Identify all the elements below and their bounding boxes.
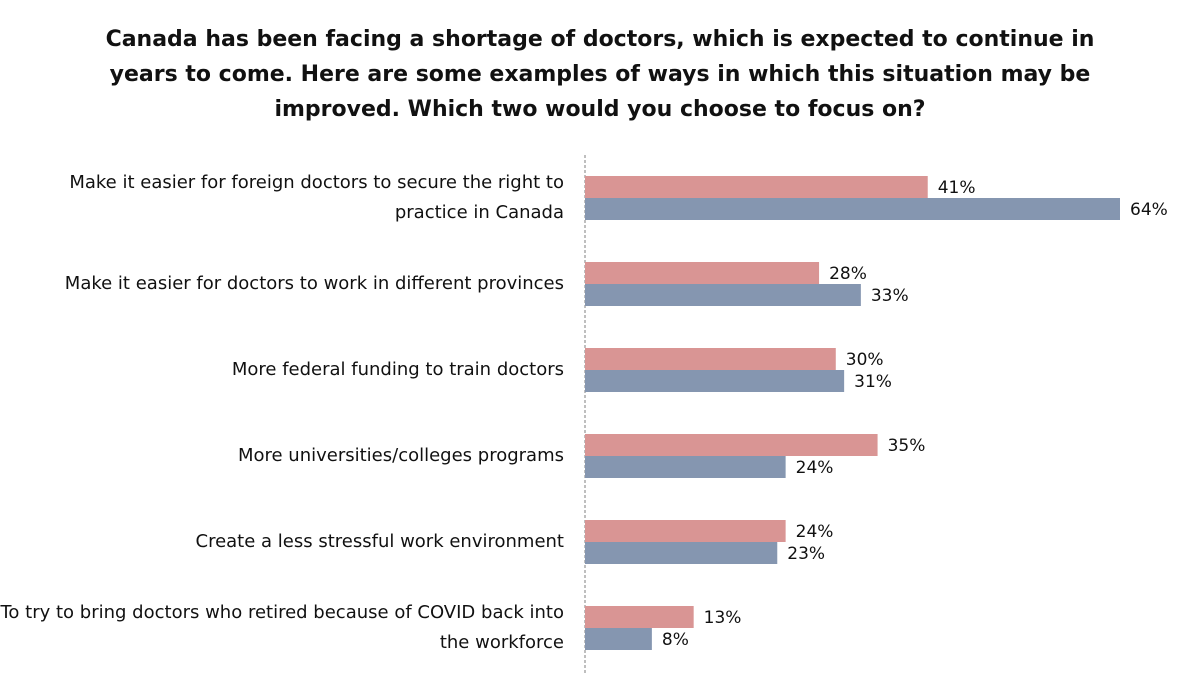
value-labels-group: 41%64%28%33%30%31%35%24%24%23%13%8% [662, 178, 1168, 650]
value-label-series1-5: 24% [796, 522, 834, 542]
bar-series2-1 [585, 198, 1120, 220]
bar-series1-4 [585, 434, 878, 456]
value-label-series2-4: 24% [796, 458, 834, 478]
value-label-series1-4: 35% [888, 436, 926, 456]
bar-series2-6 [585, 628, 652, 650]
value-label-series2-6: 8% [662, 630, 689, 650]
bar-series2-5 [585, 542, 778, 564]
category-label-1: Make it easier for foreign doctors to se… [69, 172, 564, 223]
bar-series1-5 [585, 520, 786, 542]
bar-series2-3 [585, 370, 845, 392]
bars-group [585, 176, 1120, 650]
category-label-2: Make it easier for doctors to work in di… [64, 273, 564, 294]
value-label-series2-3: 31% [854, 372, 892, 392]
value-label-series1-1: 41% [938, 178, 976, 198]
bar-series1-6 [585, 606, 694, 628]
bar-series1-2 [585, 262, 820, 284]
value-label-series1-3: 30% [846, 350, 884, 370]
value-label-series2-2: 33% [871, 286, 909, 306]
category-label-5: Create a less stressful work environment [195, 531, 565, 552]
bar-series1-1 [585, 176, 928, 198]
value-label-series1-2: 28% [829, 264, 867, 284]
chart-title: Canada has been facing a shortage of doc… [105, 27, 1095, 122]
category-label-6: To try to bring doctors who retired beca… [0, 602, 565, 653]
value-label-series2-5: 23% [787, 544, 825, 564]
value-label-series2-1: 64% [1130, 200, 1168, 220]
bar-series1-3 [585, 348, 836, 370]
category-label-4: More universities/colleges programs [237, 445, 564, 466]
bar-series2-4 [585, 456, 786, 478]
bar-series2-2 [585, 284, 861, 306]
category-label-3: More federal funding to train doctors [231, 359, 564, 380]
value-label-series1-6: 13% [704, 608, 742, 628]
